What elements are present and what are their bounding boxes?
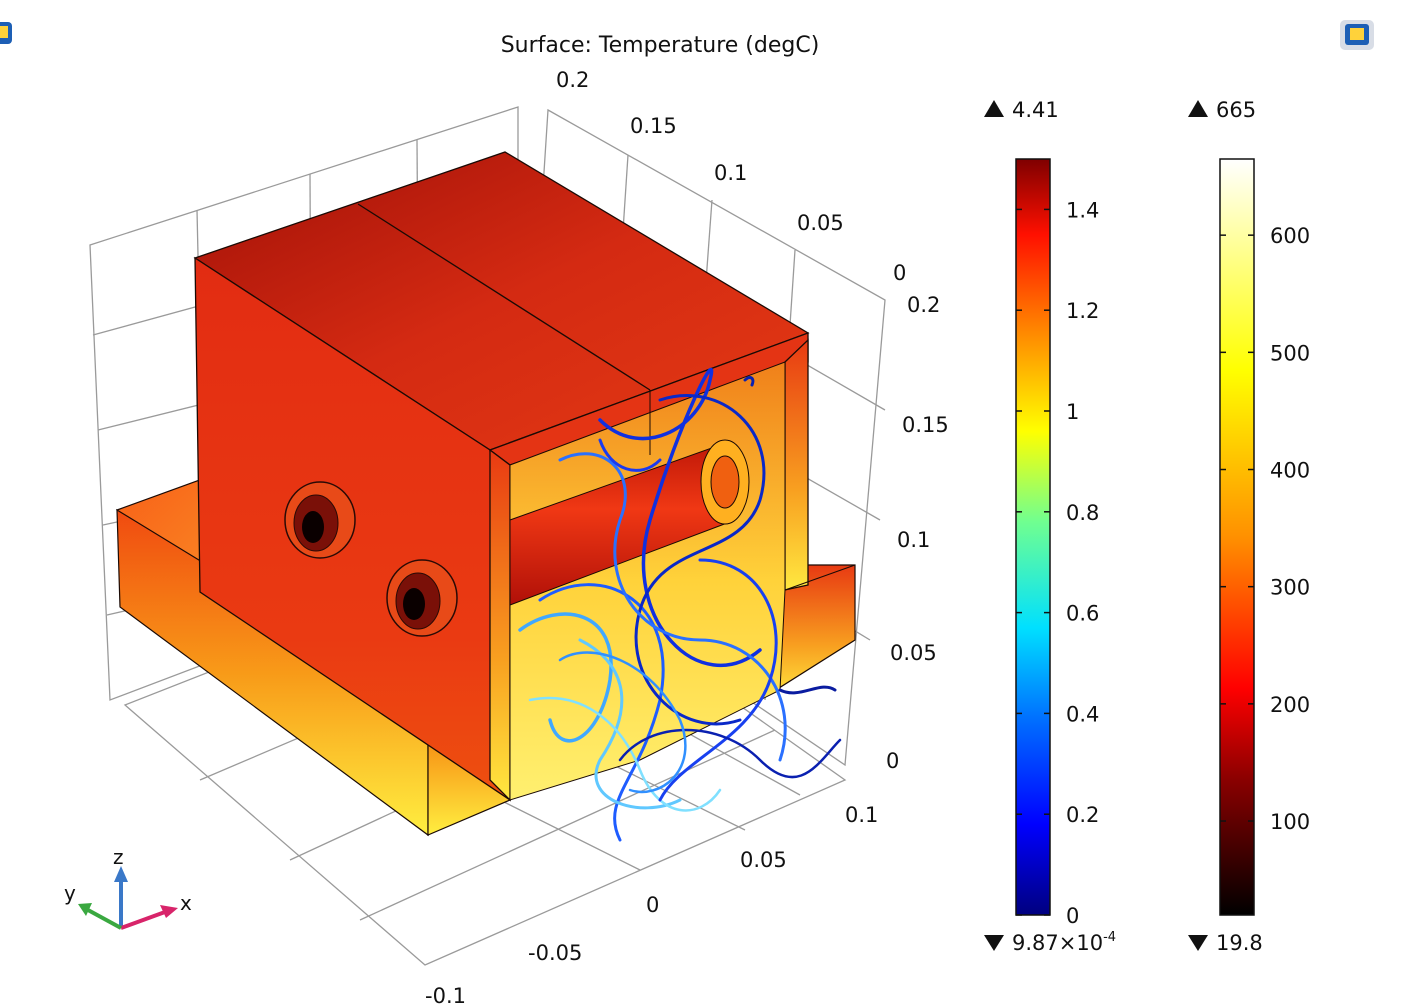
streamlines — [518, 367, 842, 842]
back-axis-tick-4: 0.2 — [556, 68, 589, 92]
colorbar-2-ticks: 100 200 300 400 500 600 — [1220, 224, 1310, 834]
x-axis-tick-2: 0.1 — [845, 803, 878, 827]
y-axis-tick-0: -0.1 — [425, 984, 466, 1005]
window-icon-left[interactable] — [0, 22, 12, 44]
colorbar-2-tick-label: 200 — [1270, 693, 1310, 717]
back-axis-tick-2: 0.1 — [714, 161, 747, 185]
colorbar-1-tick-label: 0.4 — [1066, 702, 1099, 726]
colorbar-2-min-arrow — [1188, 935, 1208, 951]
colorbar-2-max-arrow — [1188, 100, 1208, 117]
triad-z-label: z — [113, 845, 124, 869]
colorbar-2-min-label: 19.8 — [1216, 931, 1263, 955]
colorbar-1-min-arrow — [984, 935, 1004, 951]
connector-1 — [284, 481, 356, 559]
z-axis-tick-3: 0.15 — [902, 413, 949, 437]
z-axis-tick-2: 0.1 — [897, 528, 930, 552]
colorbar-2-tick-label: 100 — [1270, 810, 1310, 834]
colorbar-1-ticks: 0 0.2 0.4 0.6 0.8 1 1.2 1.4 — [1016, 198, 1099, 928]
colorbar-2-max-label: 665 — [1216, 98, 1256, 122]
z-axis: 0 0.05 0.1 0.15 0.2 — [886, 293, 949, 773]
triad-x-label: x — [180, 891, 192, 915]
connector-2 — [386, 559, 458, 637]
colorbar-2-tick-label: 300 — [1270, 576, 1310, 600]
colorbar-1-tick-label: 1.4 — [1066, 198, 1099, 222]
back-axis: 0 0.05 0.1 0.15 0.2 — [556, 68, 906, 285]
colorbar-1-tick-label: 0.6 — [1066, 602, 1099, 626]
colorbar-1-tick-label: 1 — [1066, 400, 1079, 424]
colorbar-1-tick-label: 0.8 — [1066, 501, 1099, 525]
z-axis-tick-1: 0.05 — [890, 641, 937, 665]
colorbar-1-min-label: 9.87×10-4 — [1012, 930, 1116, 955]
colorbar-1-tick-label: 1.2 — [1066, 299, 1099, 323]
colorbar-2-tick-label: 600 — [1270, 224, 1310, 248]
colorbar-1-tick-label: 0.2 — [1066, 803, 1099, 827]
colorbar-2-tick-label: 400 — [1270, 459, 1310, 483]
x-axis: 0 0.05 0.1 — [646, 803, 878, 917]
y-axis-tick-1: -0.05 — [528, 941, 582, 965]
y-axis: -0.1 -0.05 — [425, 941, 582, 1005]
colorbar-2-tick-label: 500 — [1270, 341, 1310, 365]
colorbar-1: 4.41 0 0.2 0.4 0.6 0.8 1 1.2 1.4 9.87×10-4 — [984, 98, 1116, 955]
window-icon-right[interactable] — [1340, 20, 1374, 50]
colorbar-1-max-arrow — [984, 100, 1004, 117]
back-axis-tick-0: 0 — [893, 261, 906, 285]
back-axis-tick-3: 0.15 — [630, 114, 677, 138]
x-axis-tick-1: 0.05 — [740, 848, 787, 872]
colorbar-2: 665 100 200 300 400 500 600 19.8 — [1188, 98, 1310, 955]
colorbar-1-tick-label: 0 — [1066, 904, 1079, 928]
plot-title: Surface: Temperature (degC) — [501, 33, 820, 58]
x-axis-tick-0: 0 — [646, 893, 659, 917]
z-axis-tick-0: 0 — [886, 749, 899, 773]
back-axis-tick-1: 0.05 — [797, 211, 844, 235]
colorbar-1-max-label: 4.41 — [1012, 98, 1059, 122]
axis-triad: z x y — [64, 845, 192, 930]
z-axis-tick-4: 0.2 — [907, 293, 940, 317]
triad-y-label: y — [64, 881, 76, 905]
